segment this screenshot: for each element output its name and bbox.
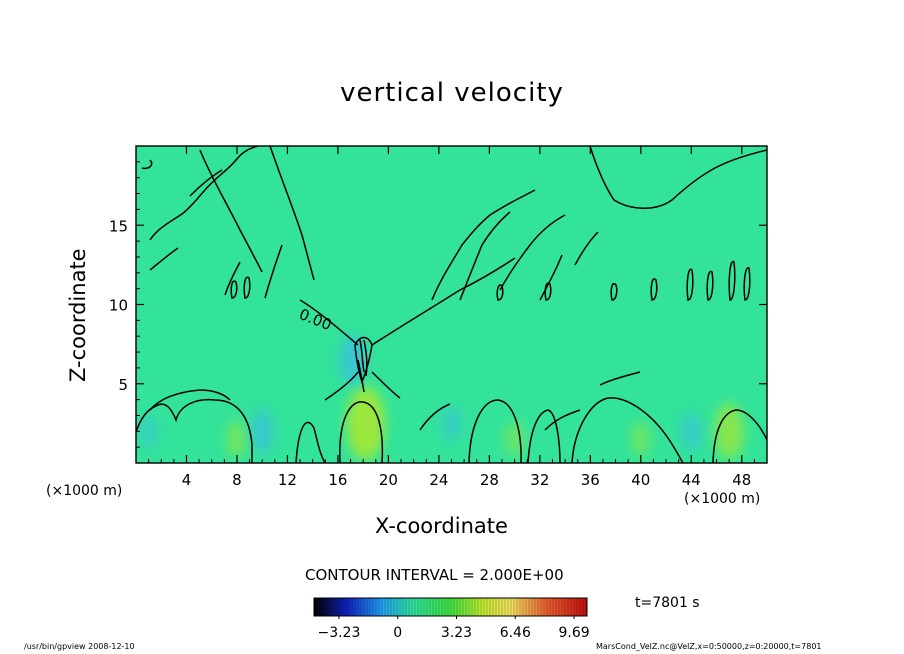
contour-line <box>230 280 238 299</box>
contour-line <box>419 403 581 431</box>
contour-line <box>357 359 365 393</box>
colorbar-tick-label: 3.23 <box>441 625 472 641</box>
x-axis-label: X-coordinate <box>375 514 508 538</box>
contour-line <box>468 399 522 464</box>
x-unit-label-right: (×1000 m) <box>684 491 761 507</box>
downdraft-region-8 <box>441 406 462 441</box>
updraft-region-1 <box>714 403 745 460</box>
updraft-region-2 <box>226 420 248 459</box>
y-tick-label: 5 <box>118 376 128 394</box>
contour-line <box>706 270 714 301</box>
chart-title: vertical velocity <box>340 78 564 108</box>
colorbar-stripes <box>315 598 587 616</box>
updraft-region-4 <box>631 422 651 457</box>
footer-right: MarsCond_VelZ.nc@VelZ,x=0:50000,z=0:2000… <box>596 642 822 651</box>
colorbar-ticks: −3.23 0 3.23 6.46 9.69 <box>317 616 590 641</box>
x-tick-label: 36 <box>581 471 600 489</box>
contour-interval-label: CONTOUR INTERVAL = 2.000E+00 <box>305 566 564 584</box>
contour-line <box>199 149 263 273</box>
downdraft-region-7 <box>680 412 702 451</box>
x-unit-label-left: (×1000 m) <box>46 483 123 499</box>
contour-line <box>431 189 536 301</box>
contour-line <box>527 409 561 464</box>
y-tick-label: 15 <box>109 217 128 235</box>
contour-line <box>743 267 751 301</box>
contour-line <box>359 339 368 377</box>
x-tick-label: 16 <box>328 471 347 489</box>
contour-line <box>610 283 618 301</box>
contour-line <box>149 169 223 271</box>
colorbar-tick-label: 0 <box>393 625 402 641</box>
contour-line <box>354 336 373 385</box>
y-tick-label: 10 <box>109 297 128 315</box>
contour-line <box>459 211 511 301</box>
contour-line <box>149 389 231 411</box>
contour-line <box>589 145 768 209</box>
time-label: t=7801 s <box>635 595 700 611</box>
contour-line <box>299 257 516 346</box>
x-tick-label: 48 <box>732 471 751 489</box>
contour-line <box>269 145 315 281</box>
contour-line <box>149 145 259 241</box>
contour-line <box>324 371 401 401</box>
downdraft-region-9 <box>139 415 158 448</box>
contour-line <box>141 159 153 170</box>
contour-line <box>499 214 566 291</box>
contour-line <box>728 260 736 301</box>
colorbar <box>313 597 588 617</box>
contour-line <box>496 284 504 301</box>
velocity-field <box>139 334 745 461</box>
contour-line <box>650 278 658 301</box>
updraft-region-0 <box>346 386 386 461</box>
x-tick-label: 32 <box>530 471 549 489</box>
contour-line <box>712 409 768 464</box>
contour-line <box>544 282 552 301</box>
contour-line <box>243 276 251 299</box>
downdraft-region-5 <box>250 409 275 454</box>
contour-line <box>539 231 599 301</box>
contour-line <box>295 421 326 464</box>
contour-line <box>339 401 384 464</box>
x-tick-label: 24 <box>429 471 448 489</box>
x-tick-label: 4 <box>182 471 192 489</box>
colorbar-tick-label: −3.23 <box>317 625 360 641</box>
x-tick-label: 40 <box>631 471 650 489</box>
contour-line <box>224 244 283 299</box>
x-tick-label: 8 <box>232 471 242 489</box>
x-tick-label: 12 <box>278 471 297 489</box>
colorbar-tick-label: 9.69 <box>558 625 589 641</box>
x-tick-label: 44 <box>682 471 701 489</box>
colorbar-tick-label: 6.46 <box>500 625 531 641</box>
x-tick-label: 20 <box>379 471 398 489</box>
contour-line <box>686 268 694 301</box>
contour-lines <box>135 145 768 464</box>
contour-line <box>571 397 684 464</box>
contour-line <box>135 398 253 463</box>
contour-line <box>599 371 641 386</box>
x-tick-label: 28 <box>480 471 499 489</box>
footer-left: /usr/bin/gpview 2008-12-10 <box>24 642 135 651</box>
